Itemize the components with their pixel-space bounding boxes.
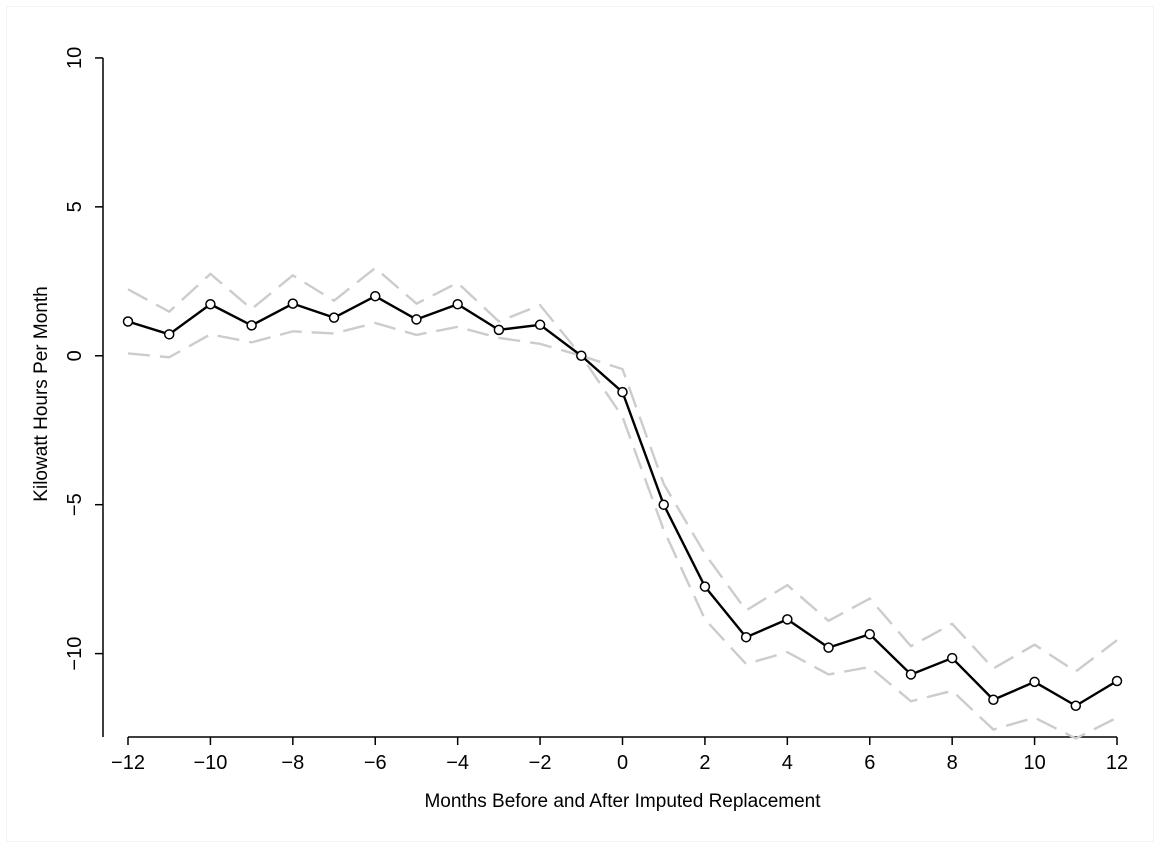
- estimate-point: [782, 614, 793, 625]
- x-tick-label: 2: [699, 752, 710, 774]
- x-tick-label: −2: [529, 752, 552, 774]
- estimate-point: [864, 628, 875, 640]
- estimate-point: [658, 499, 669, 510]
- x-ticks: −12 −10 −8 −6 −4 −2 0 2 4 6 8 10 12: [111, 737, 1128, 774]
- estimate-point: [1029, 676, 1040, 688]
- x-tick-label: 0: [617, 752, 628, 774]
- estimate-point: [287, 298, 299, 309]
- lower-ci-line: [127, 321, 1118, 740]
- x-tick-label: −8: [281, 752, 304, 774]
- estimate-point: [988, 694, 999, 706]
- x-tick-label: 8: [947, 752, 958, 774]
- series-layer: [122, 266, 1123, 740]
- estimate-point: [740, 631, 752, 643]
- chart-frame: −12 −10 −8 −6 −4 −2 0 2 4 6 8 10 12 10 5 0 −5 −10 Months…: [6, 6, 1154, 842]
- x-tick-label: −12: [111, 752, 145, 774]
- estimate-point: [411, 314, 422, 325]
- x-tick-label: −10: [193, 752, 227, 774]
- estimate-point: [493, 324, 505, 336]
- estimate-point: [205, 298, 216, 310]
- y-ticks: 10 5 0 −5 −10: [64, 47, 103, 671]
- estimate-point: [328, 312, 340, 323]
- y-tick-label: 0: [64, 350, 86, 361]
- y-tick-label: 5: [64, 201, 86, 212]
- x-axis-label: Months Before and After Imputed Replacem…: [424, 791, 821, 812]
- y-tick-label: −10: [64, 637, 86, 671]
- estimate-point: [905, 669, 917, 680]
- estimate-point: [699, 581, 711, 592]
- x-tick-label: 12: [1106, 752, 1128, 774]
- estimate-point: [534, 319, 546, 331]
- y-axis-label: Kilowatt Hours Per Month: [31, 286, 52, 501]
- y-tick-label: 10: [64, 47, 86, 69]
- x-tick-label: 4: [782, 752, 793, 774]
- estimate-point: [370, 290, 381, 302]
- estimate-point: [576, 350, 587, 362]
- y-tick-label: −5: [64, 493, 86, 516]
- x-tick-label: −4: [446, 752, 469, 774]
- upper-ci-line: [127, 266, 1118, 673]
- estimate-point: [1111, 675, 1123, 687]
- estimate-point: [163, 329, 175, 340]
- estimate-point: [946, 652, 958, 664]
- estimate-point: [823, 642, 834, 653]
- estimate-point: [122, 316, 134, 327]
- estimate-point: [1070, 700, 1082, 711]
- estimate-point: [617, 386, 628, 398]
- x-tick-label: −6: [364, 752, 387, 774]
- x-tick-label: 6: [864, 752, 875, 774]
- line-chart: −12 −10 −8 −6 −4 −2 0 2 4 6 8 10 12 10 5 0 −5 −10 Months…: [31, 47, 1128, 812]
- estimate-line: [127, 295, 1118, 707]
- x-tick-label: 10: [1023, 752, 1045, 774]
- estimate-point: [452, 298, 463, 310]
- estimate-point: [246, 320, 257, 331]
